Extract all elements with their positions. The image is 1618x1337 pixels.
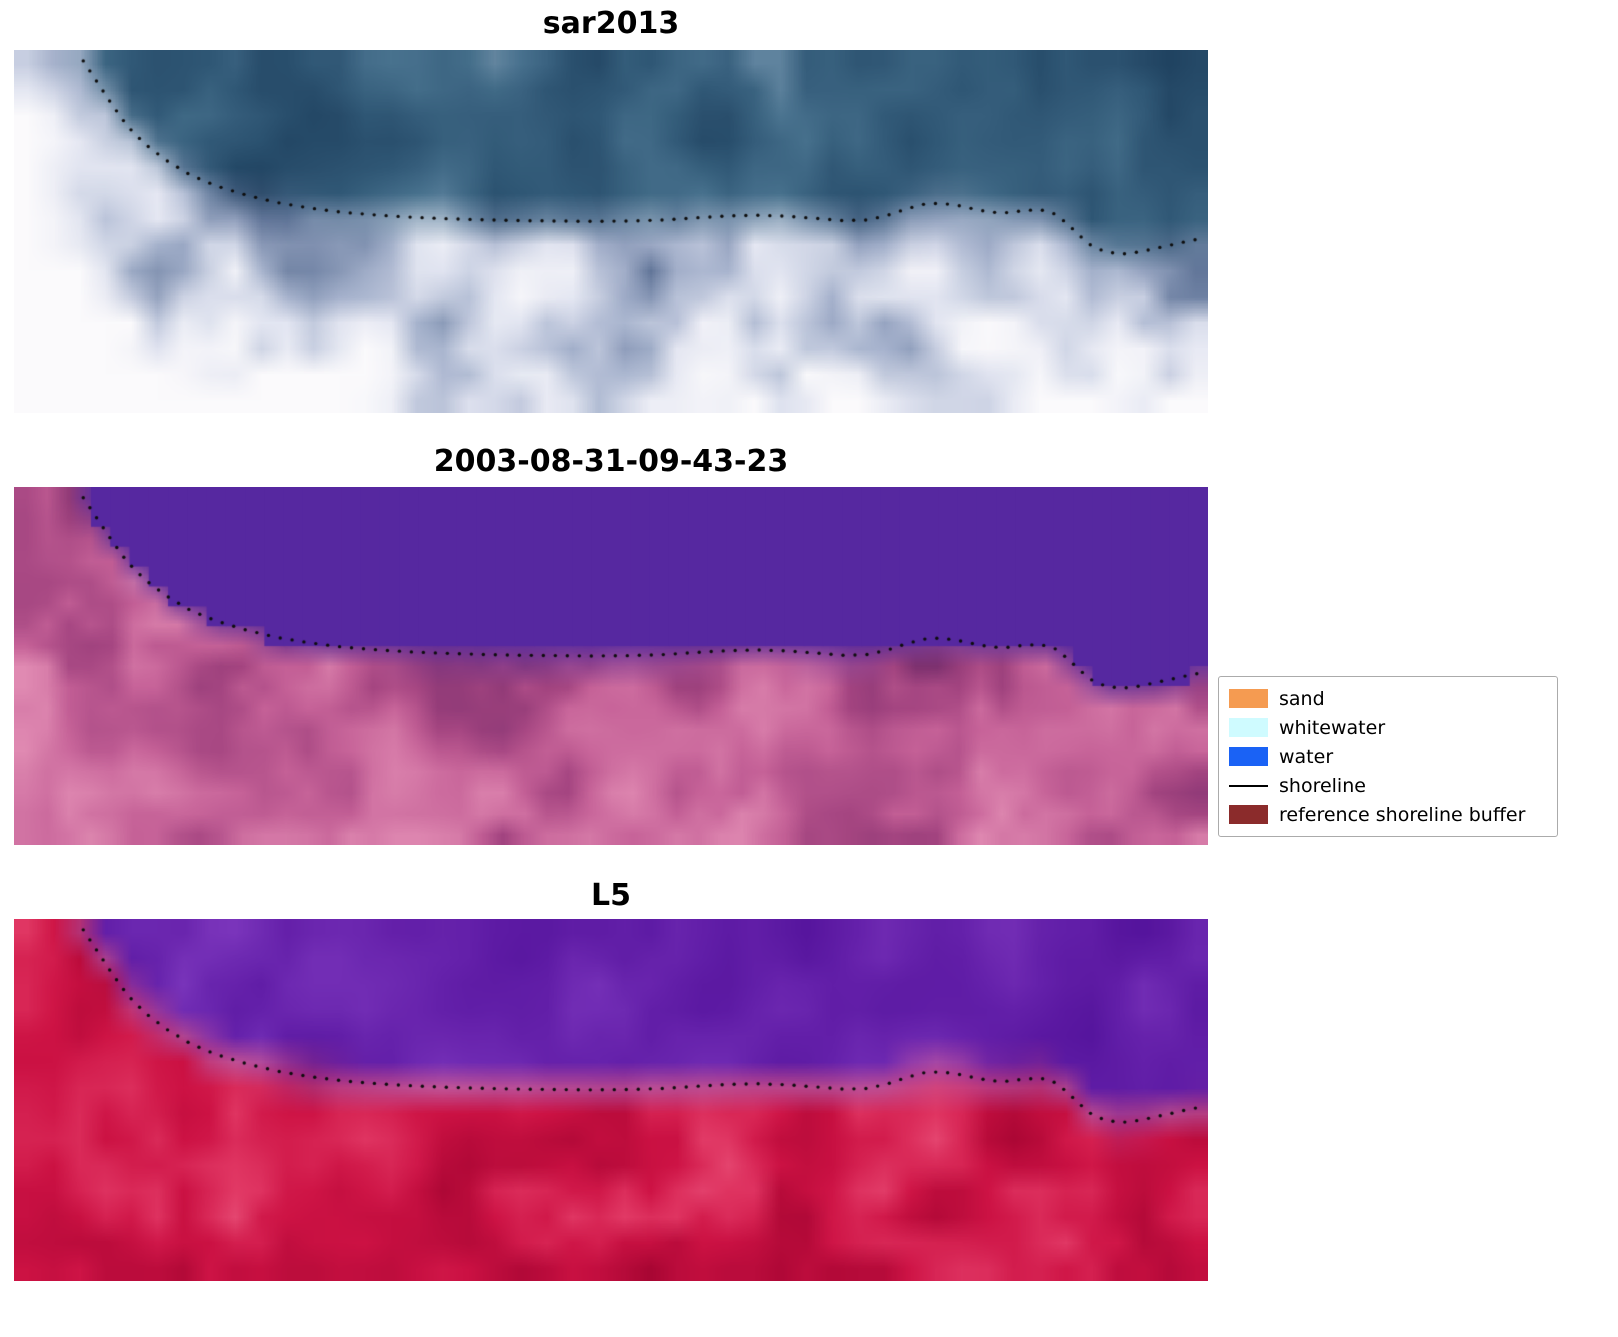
classification-image xyxy=(14,487,1208,845)
whitewater-swatch xyxy=(1229,718,1268,737)
legend-label-whitewater: whitewater xyxy=(1279,716,1386,739)
legend: sand whitewater water shoreline referenc… xyxy=(1218,676,1558,837)
reference-shoreline-buffer-swatch xyxy=(1229,805,1268,824)
legend-label-water: water xyxy=(1279,745,1334,768)
l5-image xyxy=(14,919,1208,1281)
panel-title-classification: 2003-08-31-09-43-23 xyxy=(433,444,789,479)
legend-label-reference-shoreline-buffer: reference shoreline buffer xyxy=(1279,803,1526,826)
legend-item-whitewater: whitewater xyxy=(1229,713,1547,742)
water-swatch xyxy=(1229,747,1268,766)
legend-item-sand: sand xyxy=(1229,684,1547,713)
legend-label-sand: sand xyxy=(1279,687,1325,710)
sand-swatch xyxy=(1229,689,1268,708)
legend-item-water: water xyxy=(1229,742,1547,771)
legend-item-reference-shoreline-buffer: reference shoreline buffer xyxy=(1229,800,1547,829)
legend-label-shoreline: shoreline xyxy=(1279,774,1366,797)
panel-title-sar2013: sar2013 xyxy=(542,6,680,41)
legend-item-shoreline: shoreline xyxy=(1229,771,1547,800)
panel-title-l5: L5 xyxy=(591,878,631,913)
sar2013-image xyxy=(14,50,1208,413)
shoreline-line-swatch xyxy=(1229,784,1268,787)
